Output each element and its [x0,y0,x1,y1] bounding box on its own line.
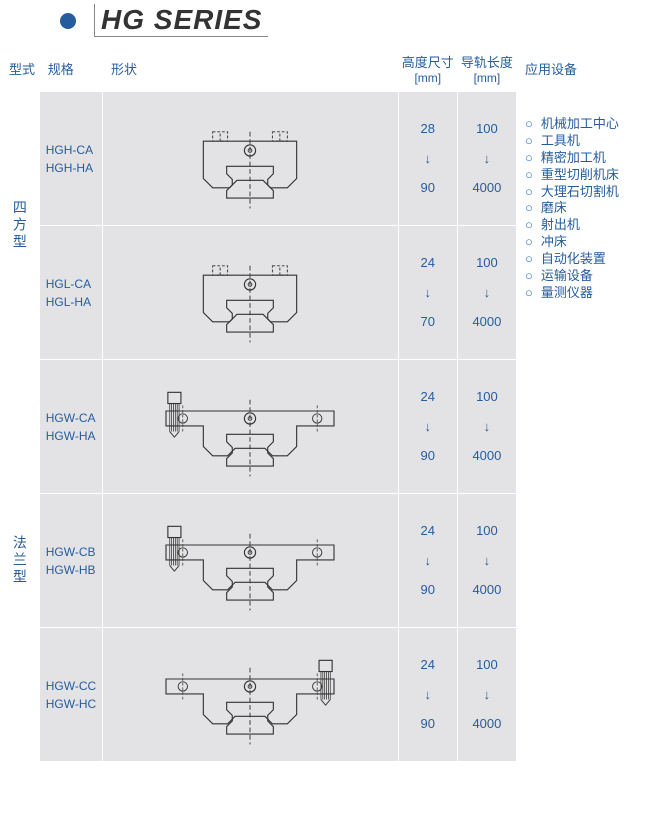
spec-cell: HGW-CAHGW-HA [39,360,102,494]
th-rail-label: 导轨长度 [460,52,514,71]
shape-diagram [110,360,390,490]
spec-cell: HGW-CCHGW-HC [39,628,102,762]
shape-diagram [110,92,390,222]
page-title-row: HG SERIES [0,0,670,41]
height-cell: 24↓90 [398,628,457,762]
height-cell: 24↓90 [398,494,457,628]
spec-table: 型式 规格 形状 高度尺寸 [mm] 导轨长度 [mm] 应用设备 四方型HGH… [0,41,670,762]
rail-cell: 100↓4000 [457,628,516,762]
th-height-label: 高度尺寸 [401,52,455,71]
th-rail-unit: [mm] [460,71,514,85]
spec-cell: HGH-CAHGH-HA [39,92,102,226]
app-item: 精密加工机 [525,150,665,167]
height-cell: 24↓70 [398,226,457,360]
height-cell: 28↓90 [398,92,457,226]
app-item: 冲床 [525,234,665,251]
title-bullet [60,13,76,29]
shape-diagram [110,226,390,356]
shape-diagram [110,494,390,624]
spec-cell: HGW-CBHGW-HB [39,494,102,628]
shape-cell [102,226,398,360]
type-group: 四方型 [1,92,40,360]
th-height-unit: [mm] [401,71,455,85]
shape-cell [102,628,398,762]
type-group: 法兰型 [1,360,40,762]
shape-cell [102,494,398,628]
shape-diagram [110,628,390,758]
rail-cell: 100↓4000 [457,92,516,226]
height-cell: 24↓90 [398,360,457,494]
app-item: 工具机 [525,133,665,150]
rail-cell: 100↓4000 [457,226,516,360]
app-item: 机械加工中心 [525,116,665,133]
rail-cell: 100↓4000 [457,360,516,494]
spec-cell: HGL-CAHGL-HA [39,226,102,360]
th-type: 型式 [1,42,40,92]
th-shape: 形状 [102,42,398,92]
series-title: HG SERIES [94,4,268,37]
th-height: 高度尺寸 [mm] [398,42,457,92]
app-item: 重型切削机床 [525,167,665,184]
app-item: 射出机 [525,217,665,234]
shape-cell [102,92,398,226]
app-item: 磨床 [525,200,665,217]
th-spec: 规格 [39,42,102,92]
rail-cell: 100↓4000 [457,494,516,628]
applications-cell: 机械加工中心工具机精密加工机重型切削机床大理石切割机磨床射出机冲床自动化装置运输… [516,92,669,762]
app-item: 自动化装置 [525,251,665,268]
app-item: 运输设备 [525,268,665,285]
app-item: 量测仪器 [525,285,665,302]
app-item: 大理石切割机 [525,184,665,201]
shape-cell [102,360,398,494]
th-app: 应用设备 [516,42,669,92]
th-rail: 导轨长度 [mm] [457,42,516,92]
